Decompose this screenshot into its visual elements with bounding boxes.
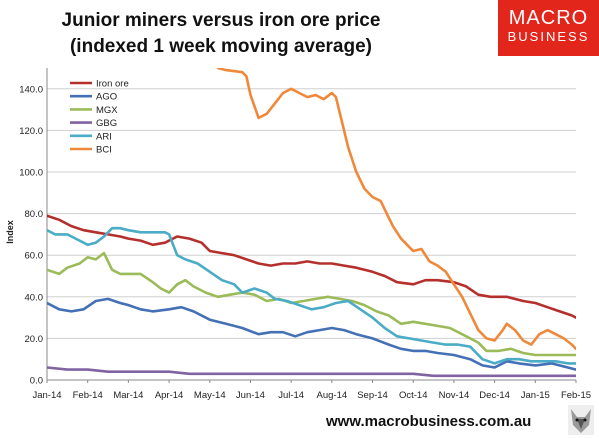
legend-label: AGO — [96, 92, 117, 103]
x-tick-label: Jul-14 — [278, 390, 304, 400]
x-tick-label: Jan-14 — [32, 390, 61, 400]
series-line-ari — [47, 226, 576, 365]
legend-label: Iron ore — [96, 79, 129, 90]
x-tick-label: Apr-14 — [155, 390, 184, 400]
x-tick-label: Aug-14 — [317, 390, 348, 400]
y-tick-label: 140.0 — [19, 84, 43, 95]
x-tick-label: Feb-15 — [561, 390, 591, 400]
series-line-bci — [216, 68, 576, 351]
x-tick-label: Dec-14 — [479, 390, 510, 400]
y-tick-label: 40.0 — [25, 292, 44, 303]
x-tick-label: Mar-14 — [113, 390, 143, 400]
macrobusiness-logo[interactable]: MACRO BUSINESS — [498, 0, 599, 56]
series-line-gbg — [47, 366, 576, 378]
legend-label: ARI — [96, 131, 112, 142]
x-tick-label: Sep-14 — [357, 390, 388, 400]
x-tick-label: Oct-14 — [399, 390, 428, 400]
legend-label: GBG — [96, 118, 117, 129]
x-tick-label: Jan-15 — [521, 390, 550, 400]
x-tick-label: Nov-14 — [439, 390, 470, 400]
x-tick-label: Jun-14 — [236, 390, 265, 400]
logo-line2: BUSINESS — [507, 29, 590, 44]
y-tick-label: 120.0 — [19, 126, 43, 137]
fox-mascot-icon — [568, 405, 594, 435]
y-tick-label: 20.0 — [25, 334, 44, 345]
line-chart: 0.0 20.0 40.0 60.0 80.0 100.0 120.0 140.0 Jan-14… — [5, 68, 591, 400]
x-tick-label: Feb-14 — [73, 390, 103, 400]
footer-url[interactable]: www.macrobusiness.com.au — [326, 413, 532, 430]
series-line-ago — [47, 297, 576, 371]
logo-line1: MACRO — [508, 7, 589, 29]
y-tick-label: 100.0 — [19, 168, 43, 179]
series-line-iron-ore — [47, 214, 576, 319]
legend-label: BCI — [96, 145, 112, 156]
chart-title-line1: Junior miners versus iron ore price — [61, 10, 381, 31]
y-tick-label: 60.0 — [25, 251, 44, 262]
y-tick-label: 80.0 — [25, 209, 44, 220]
legend-label: MGX — [96, 105, 118, 116]
y-axis-title: Index — [5, 220, 15, 244]
y-tick-label: 0.0 — [30, 376, 43, 387]
chart-title-line2: (indexed 1 week moving average) — [69, 36, 372, 57]
x-tick-label: May-14 — [194, 390, 226, 400]
